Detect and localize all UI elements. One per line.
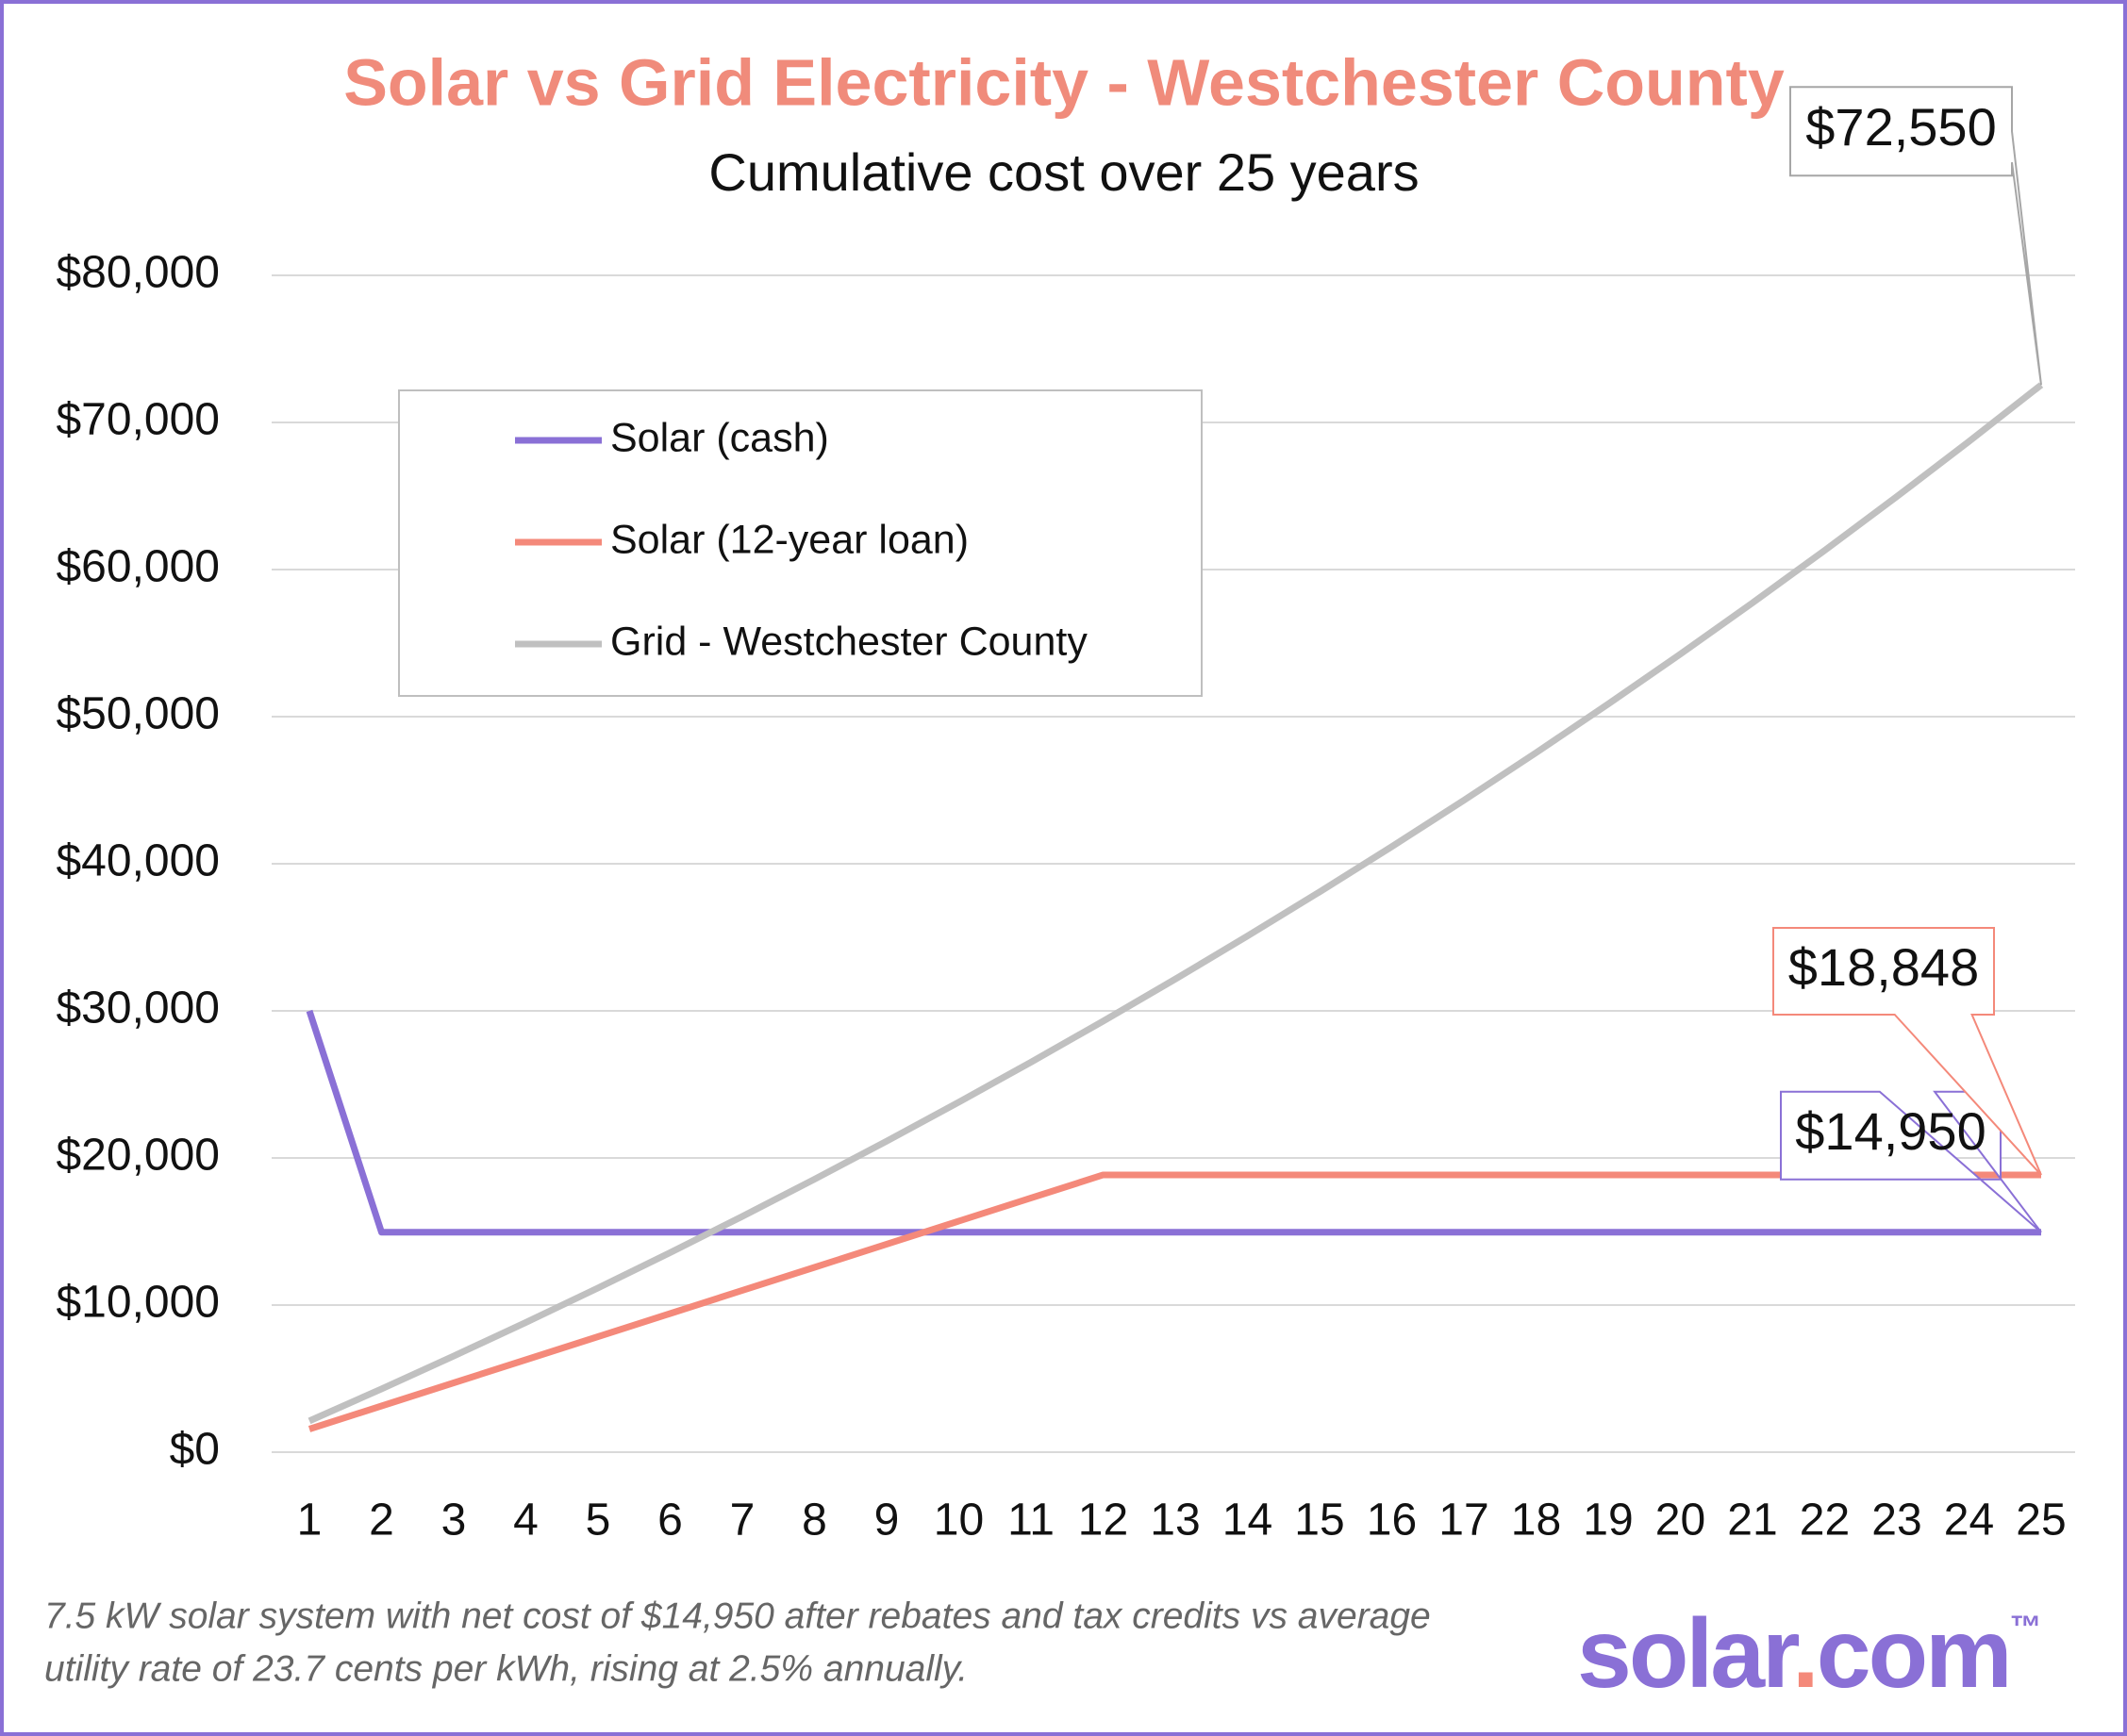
- x-tick-label: 24: [1944, 1496, 1994, 1546]
- y-tick-label: $70,000: [56, 395, 220, 445]
- footnote: 7.5 kW solar system with net cost of $14…: [44, 1595, 1431, 1636]
- x-tick-label: 16: [1367, 1496, 1417, 1546]
- x-tick-label: 9: [874, 1496, 900, 1546]
- x-tick-label: 20: [1655, 1496, 1705, 1546]
- footnote: utility rate of 23.7 cents per kWh, risi…: [44, 1648, 968, 1689]
- x-tick-label: 1: [297, 1496, 323, 1546]
- data-label: $14,950: [1795, 1101, 1986, 1161]
- y-tick-label: $40,000: [56, 836, 220, 886]
- x-tick-label: 23: [1871, 1496, 1921, 1546]
- callout-box: [1789, 86, 2042, 386]
- x-tick-label: 19: [1583, 1496, 1633, 1546]
- x-tick-label: 8: [802, 1496, 827, 1546]
- logo-part: .: [1792, 1599, 1817, 1709]
- x-tick-label: 17: [1438, 1496, 1488, 1546]
- y-tick-label: $80,000: [56, 248, 220, 298]
- x-tick-label: 4: [513, 1496, 539, 1546]
- x-tick-label: 12: [1078, 1496, 1128, 1546]
- legend-label: Grid - Westchester County: [610, 619, 1088, 664]
- logo-part: solar: [1577, 1599, 1799, 1709]
- x-tick-label: 7: [730, 1496, 756, 1546]
- x-tick-label: 2: [369, 1496, 394, 1546]
- x-tick-label: 22: [1800, 1496, 1850, 1546]
- x-tick-label: 25: [2016, 1496, 2066, 1546]
- x-tick-label: 21: [1727, 1496, 1777, 1546]
- chart-title: Solar vs Grid Electricity - Westchester …: [343, 45, 1785, 119]
- x-tick-label: 6: [657, 1496, 683, 1546]
- y-tick-label: $30,000: [56, 984, 220, 1033]
- x-tick-label: 18: [1511, 1496, 1561, 1546]
- logo: solar.com™: [1577, 1599, 2039, 1709]
- line-series: [307, 382, 2044, 1425]
- logo-trademark: ™: [2010, 1610, 2039, 1645]
- y-tick-label: $10,000: [56, 1278, 220, 1328]
- legend-label: Solar (12-year loan): [610, 517, 969, 562]
- data-label: $18,848: [1788, 937, 1979, 997]
- line-series: [307, 1171, 2041, 1432]
- x-tick-label: 11: [1007, 1496, 1055, 1546]
- x-tick-label: 10: [934, 1496, 984, 1546]
- x-tick-label: 5: [586, 1496, 611, 1546]
- callout-box: [1772, 926, 2042, 1176]
- x-tick-label: 15: [1294, 1496, 1344, 1546]
- x-tick-label: 3: [441, 1496, 467, 1546]
- y-tick-label: $0: [170, 1425, 220, 1475]
- x-tick-label: 13: [1150, 1496, 1200, 1546]
- logo-part: com: [1817, 1599, 2010, 1709]
- x-tick-label: 14: [1222, 1496, 1272, 1546]
- legend-label: Solar (cash): [610, 415, 829, 460]
- data-label: $72,550: [1805, 97, 1996, 157]
- chart-subtitle: Cumulative cost over 25 years: [708, 142, 1419, 202]
- y-tick-label: $50,000: [56, 689, 220, 739]
- y-tick-label: $60,000: [56, 542, 220, 592]
- y-tick-label: $20,000: [56, 1131, 220, 1181]
- line-series: [306, 1009, 2041, 1236]
